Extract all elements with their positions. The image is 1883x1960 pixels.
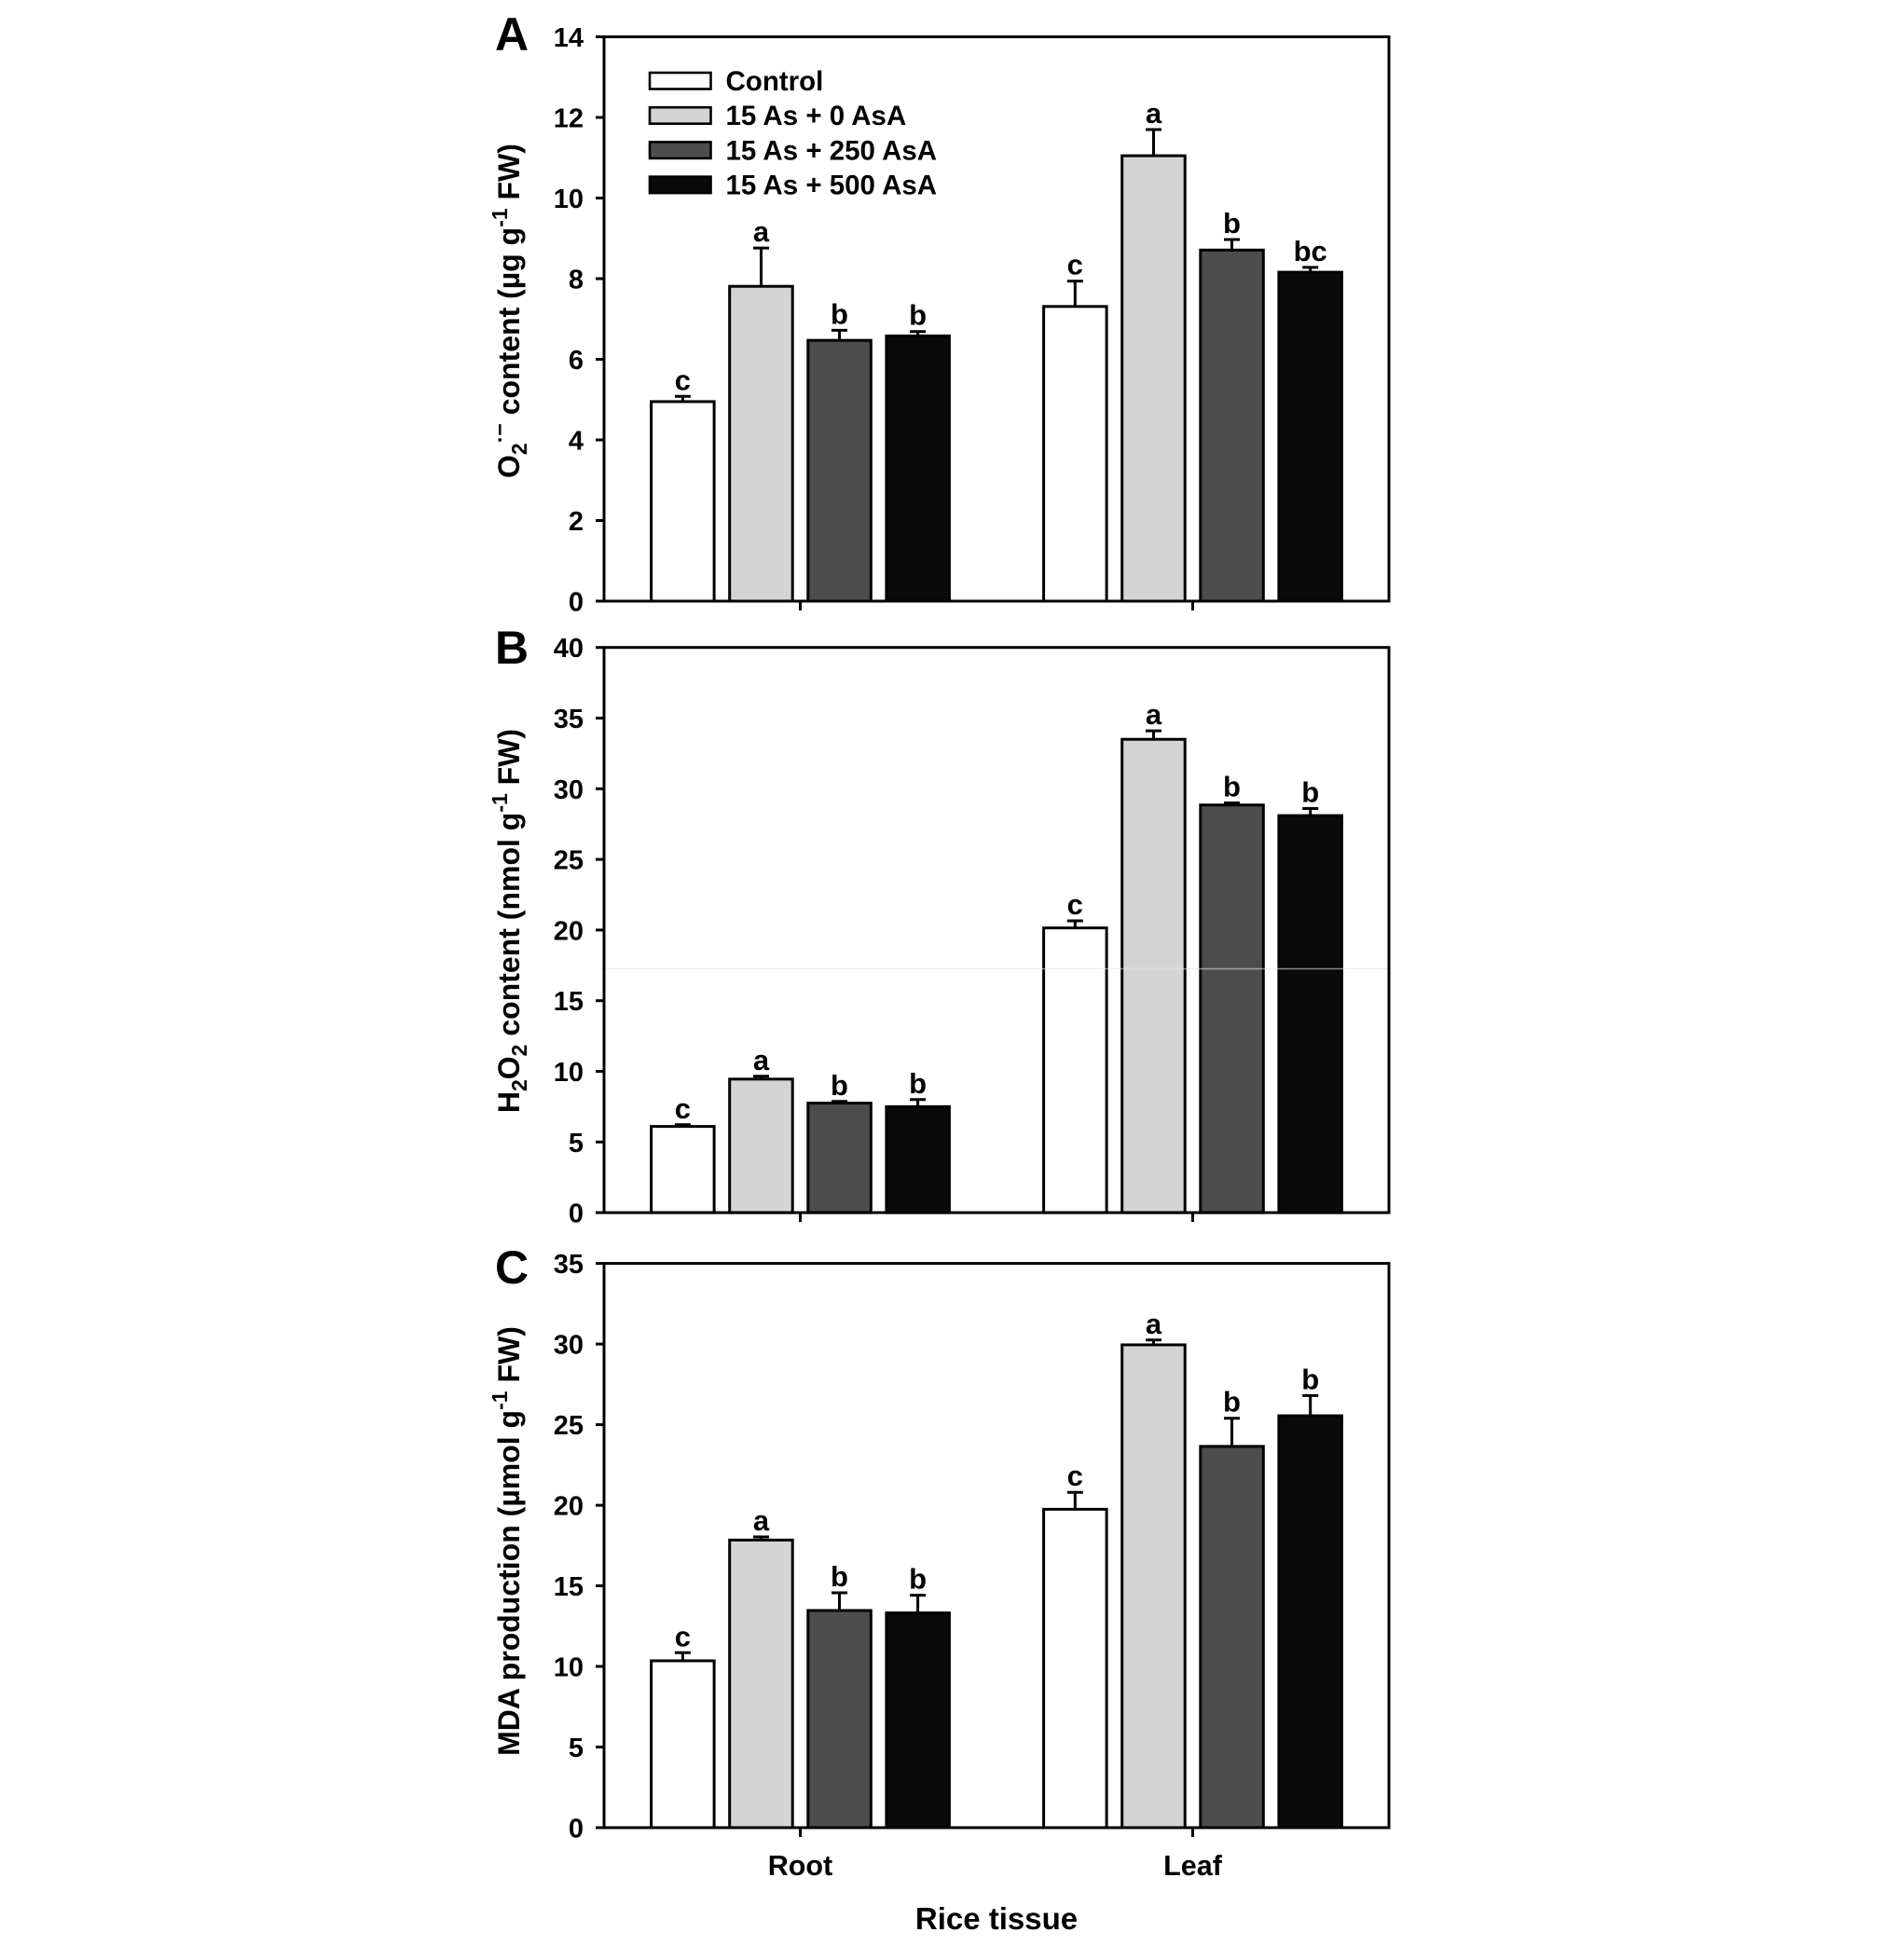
svg-text:c: c xyxy=(675,1092,691,1125)
svg-text:a: a xyxy=(1146,1308,1162,1340)
svg-text:b: b xyxy=(831,1560,848,1593)
svg-text:35: 35 xyxy=(554,705,584,734)
svg-text:Control: Control xyxy=(726,66,824,97)
svg-text:b: b xyxy=(831,1069,848,1102)
svg-text:b: b xyxy=(1301,776,1319,809)
svg-text:c: c xyxy=(675,363,691,396)
svg-text:B: B xyxy=(495,622,529,674)
svg-text:2: 2 xyxy=(569,507,584,537)
svg-text:25: 25 xyxy=(554,1411,584,1441)
svg-text:5: 5 xyxy=(569,1129,584,1158)
svg-text:15: 15 xyxy=(554,1572,584,1602)
svg-text:Rice tissue: Rice tissue xyxy=(915,1901,1078,1936)
svg-text:15: 15 xyxy=(554,987,584,1017)
svg-text:12: 12 xyxy=(554,104,584,134)
svg-text:b: b xyxy=(1223,207,1241,240)
svg-text:b: b xyxy=(1223,771,1241,803)
svg-text:H2​O2​ content (nmol g-1​ FW): H2​O2​ content (nmol g-1​ FW) xyxy=(488,729,531,1113)
svg-text:30: 30 xyxy=(554,775,584,805)
svg-text:25: 25 xyxy=(554,846,584,876)
svg-text:a: a xyxy=(753,1504,770,1537)
svg-text:Root: Root xyxy=(768,1850,832,1882)
svg-text:40: 40 xyxy=(554,634,584,664)
svg-text:c: c xyxy=(675,1620,691,1652)
svg-text:b: b xyxy=(909,1563,927,1596)
svg-text:bc: bc xyxy=(1294,235,1327,267)
svg-text:0: 0 xyxy=(569,588,584,618)
svg-text:14: 14 xyxy=(554,23,584,53)
svg-text:5: 5 xyxy=(569,1734,584,1763)
svg-text:Leaf: Leaf xyxy=(1163,1850,1223,1882)
svg-text:10: 10 xyxy=(554,1653,584,1683)
svg-text:a: a xyxy=(753,215,770,248)
svg-text:MDA production (µmol g-1​ FW): MDA production (µmol g-1​ FW) xyxy=(488,1326,526,1756)
svg-text:b: b xyxy=(909,299,927,332)
svg-text:35: 35 xyxy=(554,1250,584,1280)
svg-text:b: b xyxy=(1223,1386,1241,1419)
svg-text:10: 10 xyxy=(554,185,584,214)
svg-text:6: 6 xyxy=(569,346,584,376)
svg-text:8: 8 xyxy=(569,266,584,295)
svg-text:4: 4 xyxy=(569,427,584,457)
svg-text:c: c xyxy=(1067,888,1083,921)
svg-text:0: 0 xyxy=(569,1199,584,1229)
svg-text:a: a xyxy=(1146,698,1162,731)
svg-text:15 As + 500 AsA: 15 As + 500 AsA xyxy=(726,171,938,201)
svg-text:b: b xyxy=(909,1067,927,1100)
svg-text:O2​·−​ content (µg g-1​ FW): O2​·−​ content (µg g-1​ FW) xyxy=(488,144,531,478)
svg-text:20: 20 xyxy=(554,1492,584,1522)
svg-text:30: 30 xyxy=(554,1331,584,1361)
svg-text:b: b xyxy=(1301,1363,1319,1395)
svg-text:a: a xyxy=(753,1044,770,1076)
svg-text:0: 0 xyxy=(569,1815,584,1844)
svg-text:15 As + 250 AsA: 15 As + 250 AsA xyxy=(726,135,938,166)
svg-text:20: 20 xyxy=(554,916,584,946)
svg-text:a: a xyxy=(1146,97,1162,130)
svg-text:c: c xyxy=(1067,1460,1083,1492)
svg-text:15 As + 0 AsA: 15 As + 0 AsA xyxy=(726,101,907,131)
svg-text:C: C xyxy=(495,1241,529,1294)
svg-text:c: c xyxy=(1067,249,1083,281)
svg-text:10: 10 xyxy=(554,1058,584,1088)
svg-text:A: A xyxy=(495,8,529,61)
svg-text:b: b xyxy=(831,297,848,330)
